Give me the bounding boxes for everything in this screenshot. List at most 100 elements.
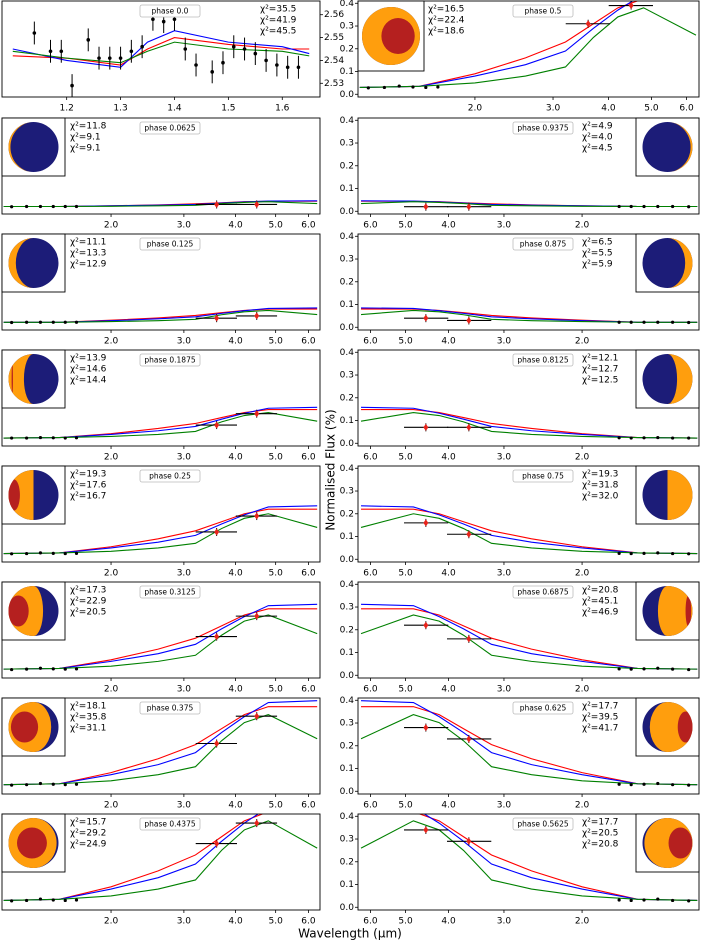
y-tick-label: 0.3 — [340, 371, 354, 381]
x-tick-label: 4.0 — [228, 801, 243, 811]
chi-square-label: χ²=45.5 — [260, 27, 296, 37]
data-point — [687, 320, 691, 325]
data-point — [436, 85, 440, 89]
plot-area — [360, 603, 698, 672]
x-tick-label: 6.0 — [363, 453, 378, 463]
x-tick-label: 6.0 — [363, 917, 378, 927]
data-point — [25, 320, 29, 324]
chi-square-label: χ²=32.0 — [582, 492, 619, 502]
data-point — [424, 85, 428, 90]
x-tick-label: 6.0 — [363, 337, 378, 347]
y-tick-label: 2.56 — [324, 10, 344, 20]
x-tick-label: 5.0 — [398, 917, 413, 927]
y-tick-label: 0.3 — [340, 719, 354, 729]
photometry-point — [254, 712, 260, 720]
data-point — [656, 781, 660, 786]
data-point — [161, 19, 166, 24]
x-tick-label: 3.0 — [177, 685, 192, 695]
chi-square-label: χ²=14.4 — [70, 376, 107, 386]
model-line — [418, 814, 698, 901]
chi-square-label: χ²=14.6 — [70, 365, 107, 375]
chi-square-label: χ²=4.9 — [582, 122, 613, 132]
model-line — [3, 505, 318, 555]
hot-spot — [16, 827, 47, 859]
data-point — [617, 667, 621, 671]
data-point — [32, 31, 37, 35]
photometry-point — [254, 200, 260, 208]
chi-square-label: χ²=29.2 — [70, 829, 106, 839]
x-tick-label: 2.0 — [575, 221, 590, 231]
x-tick-label: 5.0 — [398, 801, 413, 811]
photometry-point — [423, 519, 429, 527]
x-tick-label: 5.0 — [398, 685, 413, 695]
panel: 2.03.04.05.06.00.00.10.20.30.4χ²=6.5χ²=5… — [340, 232, 700, 347]
data-point — [656, 204, 660, 209]
data-point — [51, 782, 55, 786]
y-tick-label: 0.2 — [340, 625, 354, 635]
axes-frame — [1, 0, 321, 98]
data-point — [63, 436, 67, 440]
y-tick-label: 0.2 — [340, 44, 354, 54]
x-tick-label: 2.0 — [104, 569, 119, 579]
x-tick-label: 3.0 — [497, 453, 512, 463]
model-line — [3, 700, 318, 786]
hot-spot — [668, 827, 693, 859]
data-point — [25, 783, 29, 787]
data-point — [74, 551, 79, 555]
x-tick-label: 4.0 — [228, 569, 243, 579]
data-point — [10, 667, 14, 672]
panel: 2.0 3.0 4.0 5.0 6.0 χ²=18.1χ²=35.8χ²=31.1 phas… — [1, 697, 321, 811]
y-tick-label: 0.1 — [340, 764, 354, 774]
data-point — [25, 551, 29, 556]
data-point — [656, 897, 660, 901]
plot-area — [3, 603, 318, 672]
data-point — [38, 435, 43, 440]
data-point — [264, 58, 268, 63]
y-tick-label: 0.3 — [340, 835, 354, 845]
x-tick-label: 6.0 — [301, 801, 316, 811]
y-tick-label: 0.2 — [340, 857, 354, 867]
x-tick-label: 3.0 — [497, 569, 512, 579]
chi-square-label: χ²=45.1 — [582, 597, 618, 607]
data-point — [38, 897, 43, 901]
photometry-point — [254, 410, 260, 418]
panel: 2.0 3.0 4.0 5.0 6.0 χ²=13.9χ²=14.6χ²=14.4 phas… — [1, 349, 321, 463]
x-tick-label: 4.0 — [441, 801, 456, 811]
plot-area — [361, 200, 698, 211]
y-tick-label: 2.53 — [324, 79, 344, 89]
night-side — [642, 122, 693, 172]
chi-square-label: χ²=5.5 — [582, 249, 613, 259]
data-point — [74, 320, 79, 324]
plot-area — [3, 814, 318, 903]
data-point — [642, 667, 646, 671]
data-point — [10, 436, 14, 440]
data-point — [275, 63, 279, 67]
chi-square-label: χ²=9.1 — [70, 133, 101, 143]
data-point — [629, 898, 633, 903]
plot-area — [360, 700, 698, 787]
data-point — [10, 205, 14, 209]
data-point — [617, 204, 621, 209]
x-tick-label: 2.0 — [104, 453, 119, 463]
data-point — [151, 17, 155, 22]
phase-box — [139, 237, 201, 251]
chi-square-label: χ²=6.5 — [582, 238, 613, 248]
data-point — [183, 47, 188, 51]
chi-square-label: χ²=46.9 — [582, 608, 619, 618]
model-line — [3, 406, 318, 439]
model-line — [359, 7, 697, 88]
x-tick-label: 5.0 — [644, 104, 659, 114]
plot-area — [360, 505, 698, 556]
data-point — [210, 70, 215, 74]
chi-square-label: χ²=19.3 — [70, 470, 106, 480]
data-point — [617, 782, 621, 786]
phase-label: phase 0.6875 — [517, 588, 568, 597]
day-side — [8, 238, 34, 288]
x-tick-label: 4.0 — [228, 221, 243, 231]
phase-label: phase 0.9375 — [517, 124, 568, 133]
data-point — [687, 205, 691, 209]
night-side — [8, 238, 59, 288]
chi-square-label: χ²=11.1 — [70, 238, 106, 248]
x-tick-label: 6.0 — [363, 569, 378, 579]
